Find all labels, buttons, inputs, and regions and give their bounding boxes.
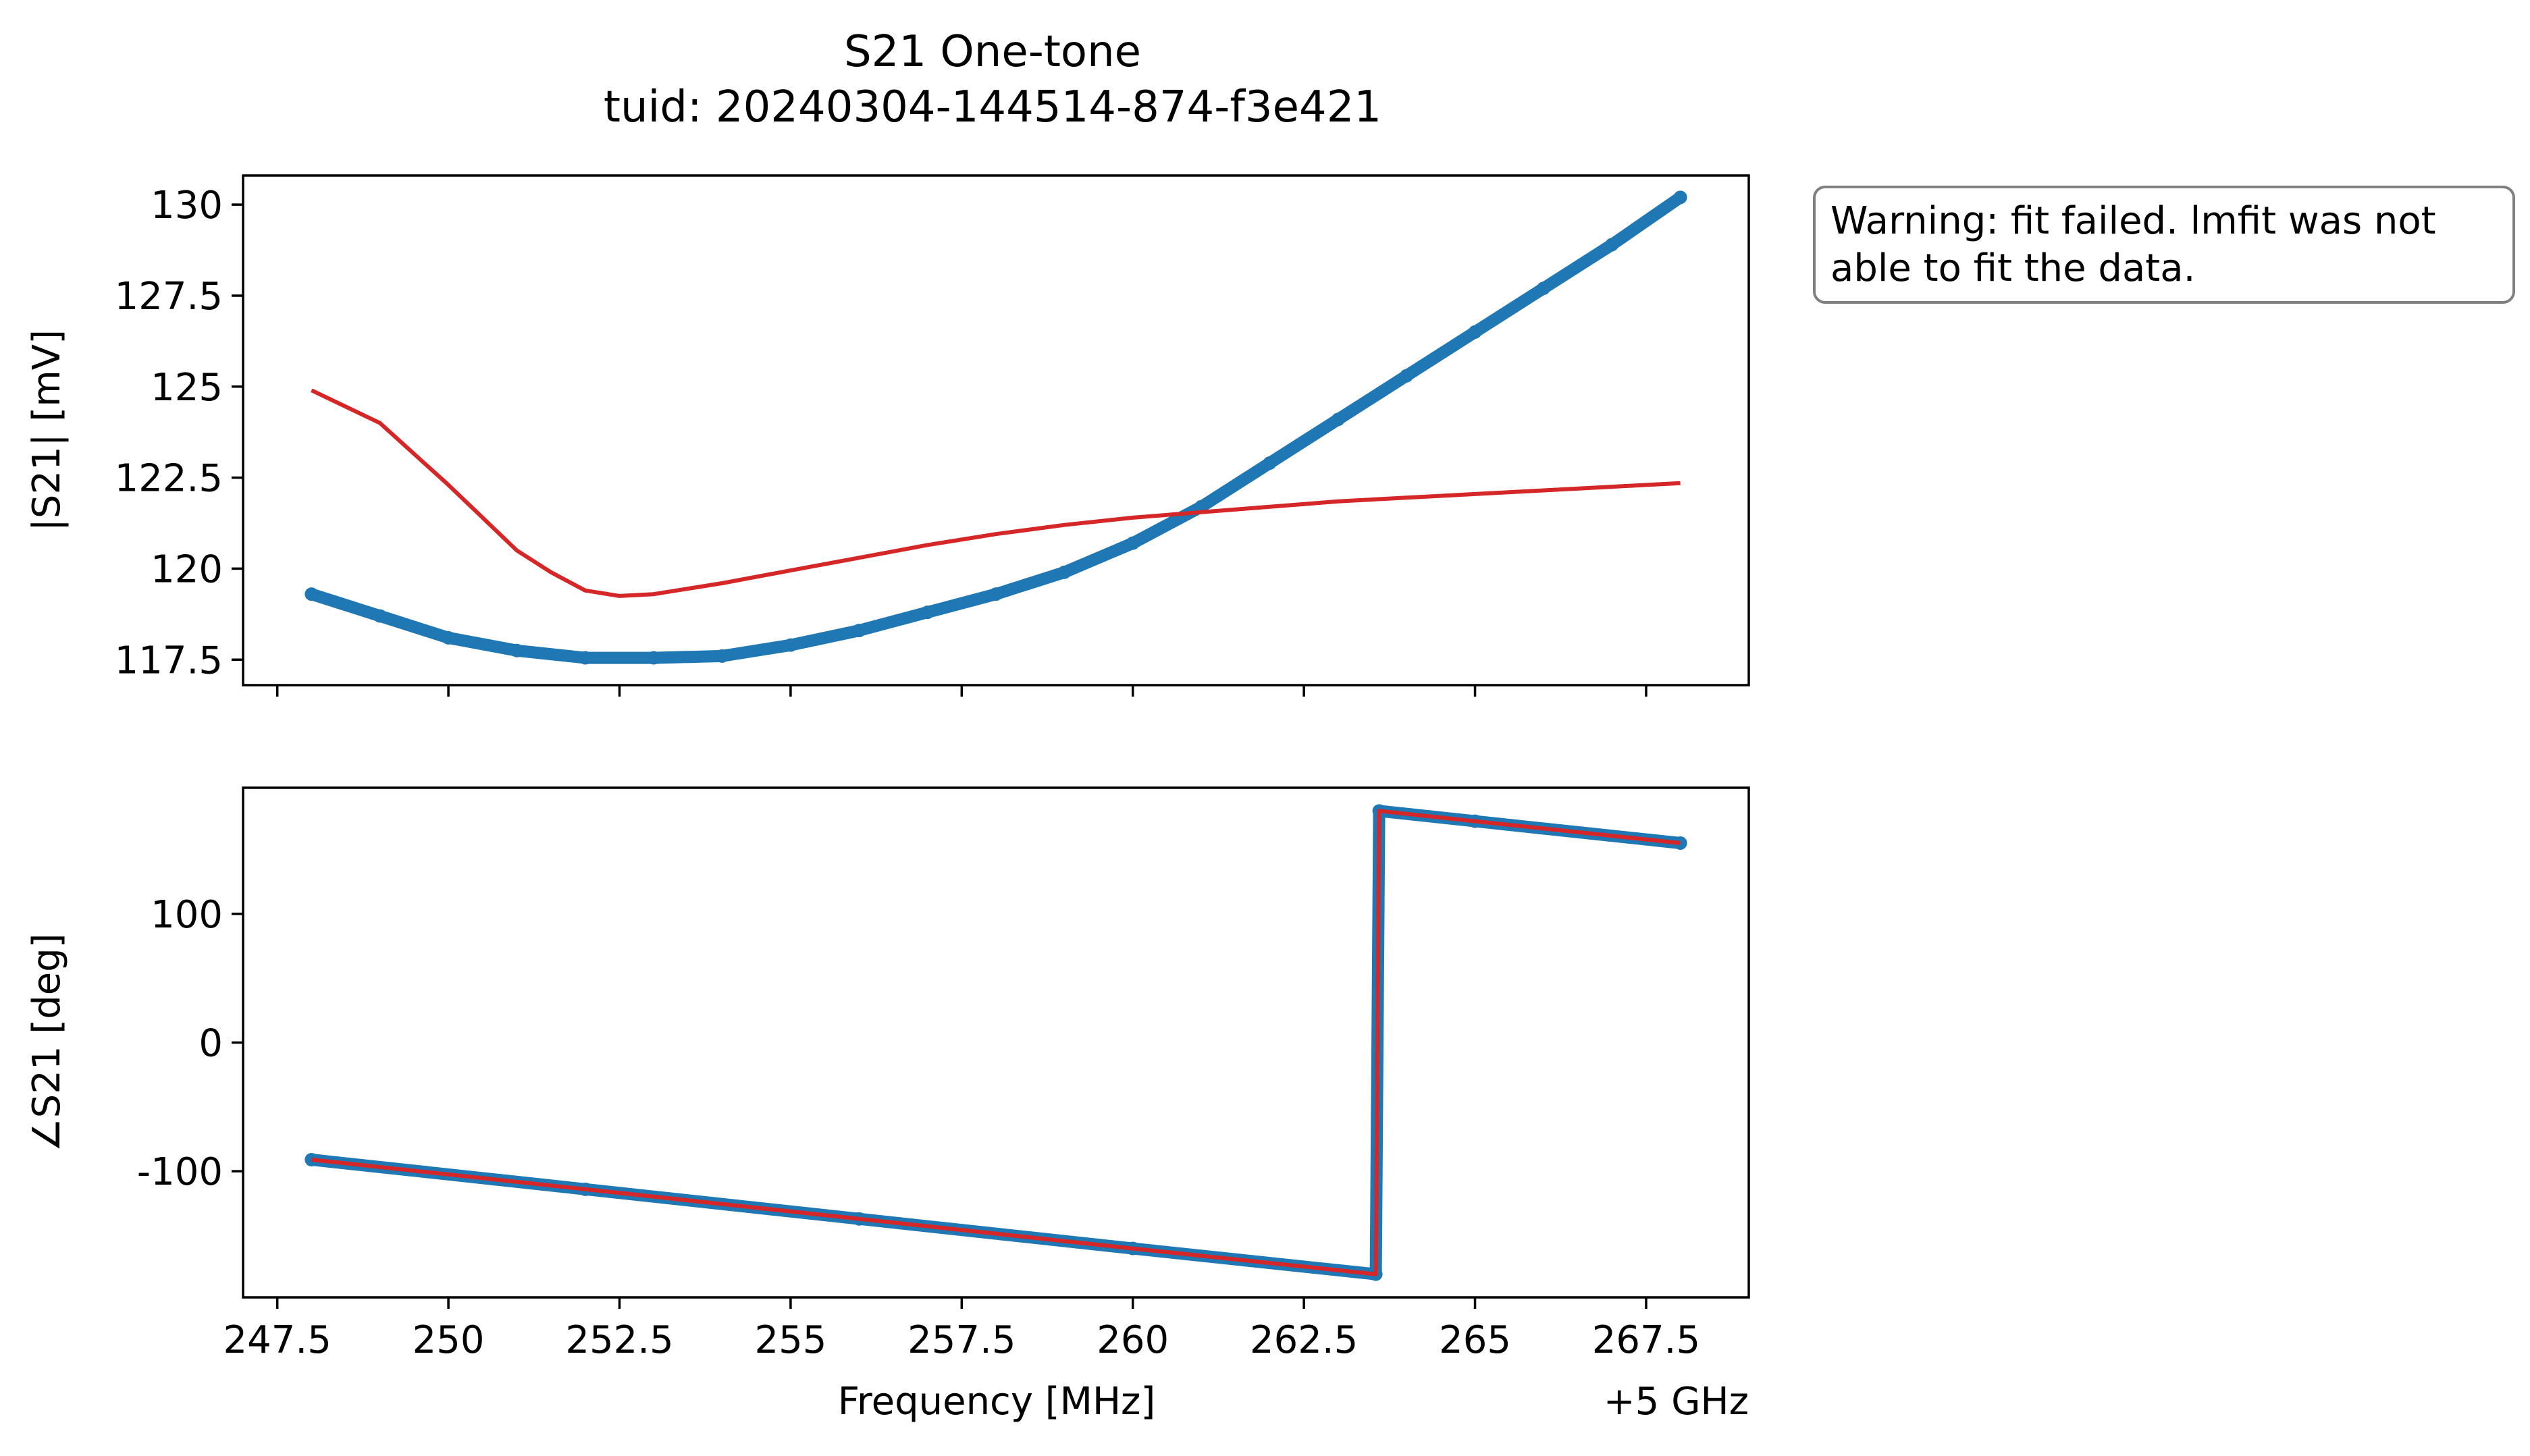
fit-series-line	[311, 388, 1681, 598]
data-point	[920, 605, 934, 620]
y-tick-label: 122.5	[115, 457, 223, 501]
y-axis-label: ∠S21 [deg]	[25, 933, 69, 1152]
data-point	[647, 651, 661, 665]
x-tick-label: 255	[754, 1318, 826, 1362]
y-tick-label: 100	[151, 893, 223, 937]
data-point	[1400, 369, 1414, 383]
x-tick-label: 250	[413, 1318, 485, 1362]
y-tick-label: 117.5	[115, 639, 223, 682]
data-point	[1126, 536, 1140, 550]
data-series-line	[305, 805, 1687, 1280]
data-point	[1263, 456, 1277, 470]
data-point	[578, 651, 592, 665]
axes-frame	[242, 174, 1750, 686]
data-point	[1468, 325, 1482, 339]
y-tick-label: -100	[137, 1150, 223, 1194]
data-point	[989, 587, 1003, 601]
x-tick-label: 247.5	[223, 1318, 332, 1362]
y-tick-label: 125	[151, 366, 223, 410]
data-point	[442, 630, 456, 645]
data-point	[1673, 190, 1687, 205]
y-tick-label: 130	[151, 184, 223, 227]
phase-panel: 247.5 250 252.5 255 257.5 260 262.5 265 267.5 -10…	[25, 786, 1750, 1362]
data-point	[1057, 565, 1072, 579]
x-offset-label: +5 GHz	[1604, 1380, 1749, 1424]
data-point	[510, 643, 524, 657]
axes-frame	[242, 786, 1750, 1299]
chart-subtitle: tuid: 20240304-144514-874-f3e421	[604, 82, 1381, 132]
x-axis-label: Frequency [MHz]	[838, 1380, 1156, 1424]
chart-title: S21 One-tone	[844, 27, 1141, 77]
data-point	[1605, 238, 1619, 252]
fit-series-line	[311, 809, 1681, 1276]
x-tick-label: 257.5	[907, 1318, 1016, 1362]
data-point	[373, 609, 387, 623]
y-tick-label: 120	[151, 547, 223, 591]
data-point	[1673, 836, 1687, 850]
x-tick-label: 260	[1097, 1318, 1169, 1362]
data-point	[305, 587, 319, 601]
data-point	[305, 1152, 319, 1166]
y-axis-label: |S21| [mV]	[25, 329, 69, 531]
data-point	[715, 649, 729, 663]
y-tick-label: 127.5	[115, 275, 223, 319]
data-point	[1331, 412, 1345, 427]
x-tick-label: 265	[1439, 1318, 1511, 1362]
fit-warning-box: Warning: fit failed. lmfit was not able …	[1813, 186, 2515, 304]
data-point	[1536, 281, 1550, 296]
x-tick-label: 267.5	[1592, 1318, 1700, 1362]
x-tick-label: 262.5	[1250, 1318, 1358, 1362]
x-tick-label: 252.5	[565, 1318, 673, 1362]
data-point	[783, 638, 797, 652]
data-point	[852, 624, 866, 638]
magnitude-panel: 117.5 120 122.5 125 127.5 130 |S21| [mV]	[25, 174, 1750, 697]
y-tick-label: 0	[199, 1022, 223, 1066]
